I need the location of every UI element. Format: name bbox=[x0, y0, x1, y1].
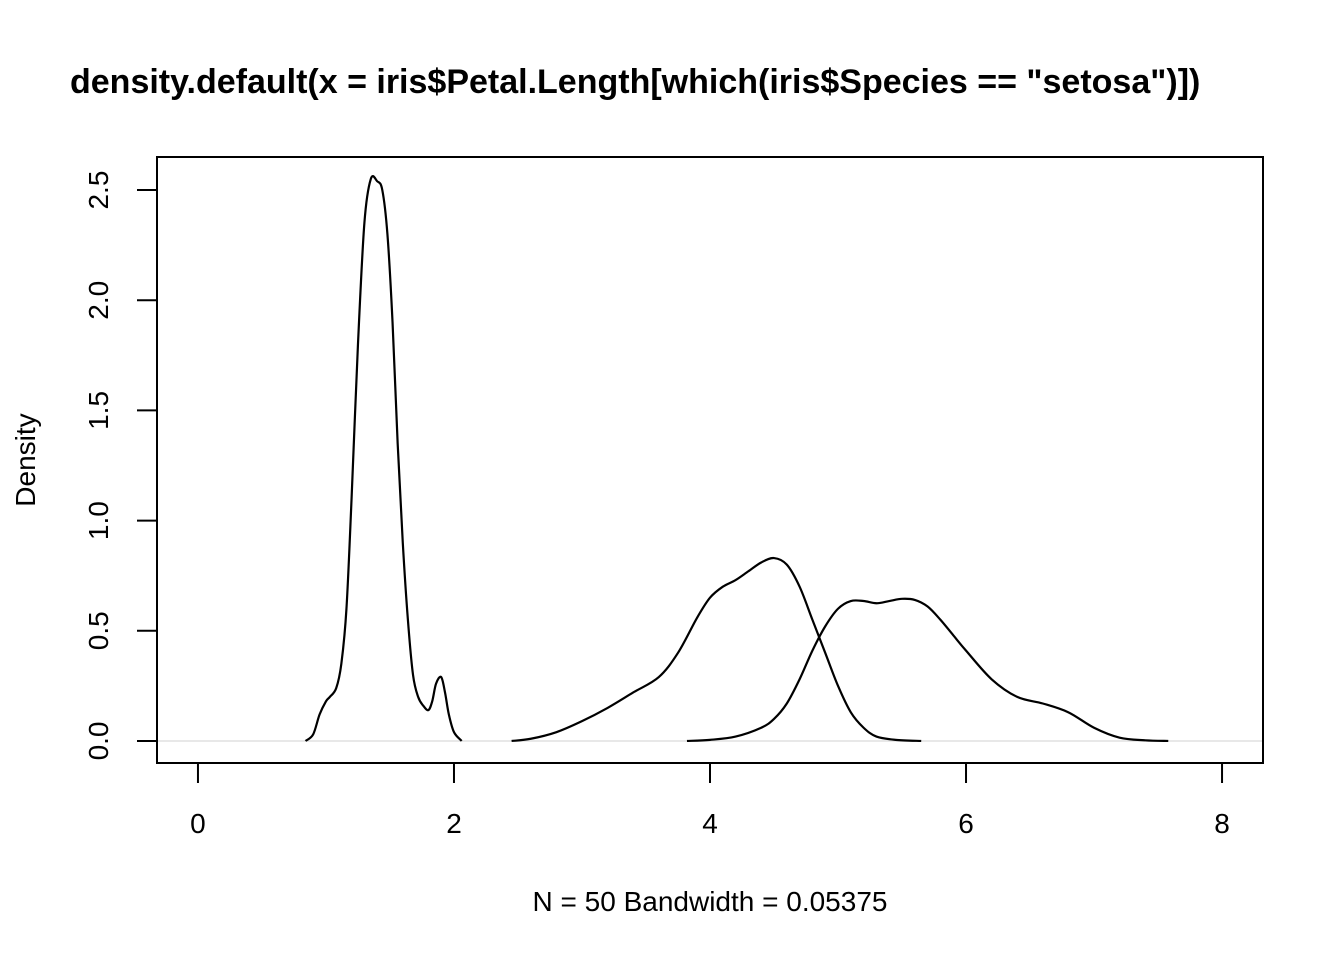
chart-title: density.default(x = iris$Petal.Length[wh… bbox=[70, 63, 1200, 101]
y-tick-label: 2.0 bbox=[83, 281, 114, 320]
x-axis: 0 2 4 6 8 bbox=[190, 762, 1230, 839]
x-tick-label: 2 bbox=[446, 808, 462, 839]
density-line-1 bbox=[304, 175, 463, 742]
y-tick-label: 2.5 bbox=[83, 171, 114, 210]
y-tick-label: 0.0 bbox=[83, 721, 114, 760]
x-tick-label: 6 bbox=[958, 808, 974, 839]
x-axis-label: N = 50 Bandwidth = 0.05375 bbox=[533, 886, 888, 917]
plot-frame bbox=[156, 156, 1264, 764]
x-tick-label: 4 bbox=[702, 808, 718, 839]
y-tick-label: 1.0 bbox=[83, 501, 114, 540]
y-tick-label: 0.5 bbox=[83, 611, 114, 650]
x-tick-label: 8 bbox=[1214, 808, 1230, 839]
y-axis-label: Density bbox=[10, 413, 41, 506]
density-line-2 bbox=[511, 556, 922, 743]
y-axis: 0.0 0.5 1.0 1.5 2.0 2.5 bbox=[83, 171, 158, 760]
x-tick-label: 0 bbox=[190, 808, 206, 839]
density-lines-layer bbox=[304, 175, 1169, 743]
density-line-3 bbox=[686, 597, 1169, 743]
y-tick-label: 1.5 bbox=[83, 391, 114, 430]
